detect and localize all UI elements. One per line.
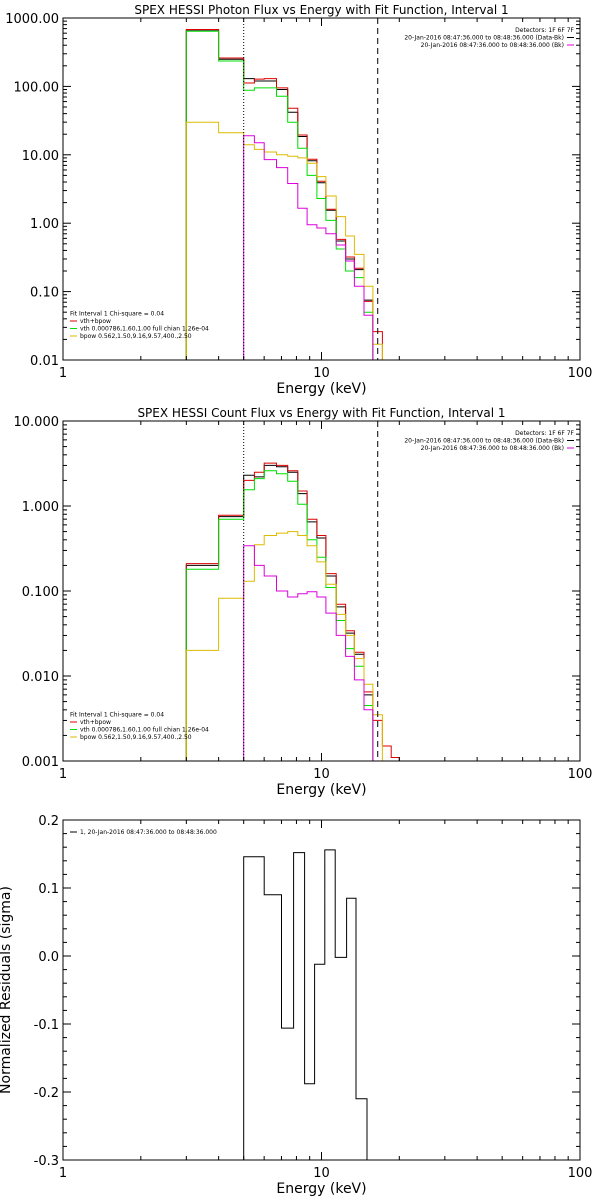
x-axis: 1 10 100 Energy (keV) [59, 820, 593, 1197]
series-data-line [185, 464, 374, 761]
legend: 1, 20-Jan-2016 08:47:36.000 to 08:48:36.… [70, 829, 217, 836]
x-tick-label: 100 [568, 366, 593, 381]
y-tick-label: 100.00 [14, 80, 60, 95]
x-tick-label: 100 [568, 1166, 593, 1181]
x-tick-label: 1 [59, 1166, 67, 1181]
legend-entry: vth+bpow [80, 719, 111, 726]
legend-entry: bpow 0.562,1.50,9.16,9.57,400.,2.50 [80, 333, 192, 340]
chart-title: SPEX HESSI Count Flux vs Energy with Fit… [137, 406, 505, 420]
x-tick-label: 10 [313, 366, 330, 381]
y-tick-label: -0.2 [34, 1086, 59, 1101]
series-group [243, 849, 368, 1160]
info-entry: 20-Jan-2016 08:47:36.000 to 08:48:36.000… [421, 42, 564, 49]
legend: Fit Interval 1 Chi-square = 0.04vth+bpow… [70, 311, 209, 340]
y-tick-label: 10.000 [14, 415, 60, 430]
chart-panel-1: SPEX HESSI Photon Flux vs Energy with Fi… [5, 3, 592, 397]
x-axis-label: Energy (keV) [276, 381, 366, 397]
y-tick-label: -0.1 [34, 1018, 59, 1033]
legend-entry: vth+bpow [80, 318, 111, 325]
x-axis: 1 10 100 Energy (keV) [59, 18, 593, 397]
y-tick-label: 1.000 [22, 500, 59, 515]
x-tick-label: 10 [313, 767, 330, 782]
chart-panel-2: SPEX HESSI Count Flux vs Energy with Fit… [14, 406, 593, 798]
x-tick-label: 10 [313, 1166, 330, 1181]
y-axis: 0.01 0.10 1.00 10.00 100.00 1000.00 [5, 12, 580, 369]
series-residual-line [243, 545, 374, 761]
y-tick-label: 0.001 [22, 755, 59, 770]
chart-panel-3: 1 10 100 Energy (keV) -0.3 -0.2 -0.1 0.0 0.1 0.2 N… [0, 814, 592, 1197]
y-tick-label: 1000.00 [5, 12, 59, 27]
x-tick-label: 1 [59, 366, 67, 381]
series-vth-bpow-line [185, 29, 383, 360]
y-tick-label: 0.0 [38, 950, 59, 965]
info-entry: Detectors: 1F 6F 7F [515, 430, 574, 437]
y-axis: -0.3 -0.2 -0.1 0.0 0.1 0.2 Normalized Residual… [0, 814, 580, 1169]
legend-entry: Fit Interval 1 Chi-square = 0.04 [70, 311, 164, 318]
y-tick-label: 10.00 [22, 149, 59, 164]
panels: SPEX HESSI Photon Flux vs Energy with Fi… [0, 3, 592, 1197]
y-tick-label: -0.3 [34, 1154, 59, 1169]
series-vth-line [185, 470, 374, 761]
x-axis-label: Energy (keV) [276, 782, 366, 798]
x-tick-label: 1 [59, 767, 67, 782]
series-bpow-line [185, 121, 383, 360]
legend-entry: Fit Interval 1 Chi-square = 0.04 [70, 712, 164, 719]
x-tick-label: 100 [568, 767, 593, 782]
y-tick-label: 0.010 [22, 670, 59, 685]
series-residual-line [243, 135, 374, 360]
y-axis-label: Normalized Residuals (sigma) [0, 886, 14, 1094]
y-tick-label: 0.10 [30, 286, 59, 301]
info-entry: 20-Jan-2016 08:47:36.000 to 08:48:36.000… [404, 35, 564, 42]
series-1--line [243, 849, 368, 1160]
y-tick-label: 1.00 [30, 217, 59, 232]
legend: Fit Interval 1 Chi-square = 0.04vth+bpow… [70, 712, 209, 741]
legend-entry: bpow 0.562,1.50,9.16,9.57,400.,2.50 [80, 734, 192, 741]
series-group [185, 462, 400, 761]
y-tick-label: 0.1 [38, 882, 59, 897]
y-tick-label: 0.2 [38, 814, 59, 829]
y-tick-label: 0.100 [22, 585, 59, 600]
y-tick-label: 0.01 [30, 354, 59, 369]
chart-title: SPEX HESSI Photon Flux vs Energy with Fi… [134, 3, 508, 17]
series-bpow-line [185, 531, 383, 761]
legend-entry: vth 0.000786,1.60,1.00 full chian 1.26e-… [80, 326, 209, 333]
y-axis: 0.001 0.010 0.100 1.000 10.000 [14, 415, 580, 770]
info-entry: Detectors: 1F 6F 7F [515, 27, 574, 34]
info-entry: 20-Jan-2016 08:47:36.000 to 08:48:36.000… [404, 438, 564, 445]
info-entry: 20-Jan-2016 08:47:36.000 to 08:48:36.000… [421, 445, 564, 452]
legend-entry: 1, 20-Jan-2016 08:47:36.000 to 08:48:36.… [80, 829, 217, 836]
x-axis: 1 10 100 Energy (keV) [59, 421, 593, 798]
x-axis-label: Energy (keV) [276, 1181, 366, 1197]
legend-entry: vth 0.000786,1.60,1.00 full chian 1.26e-… [80, 727, 209, 734]
